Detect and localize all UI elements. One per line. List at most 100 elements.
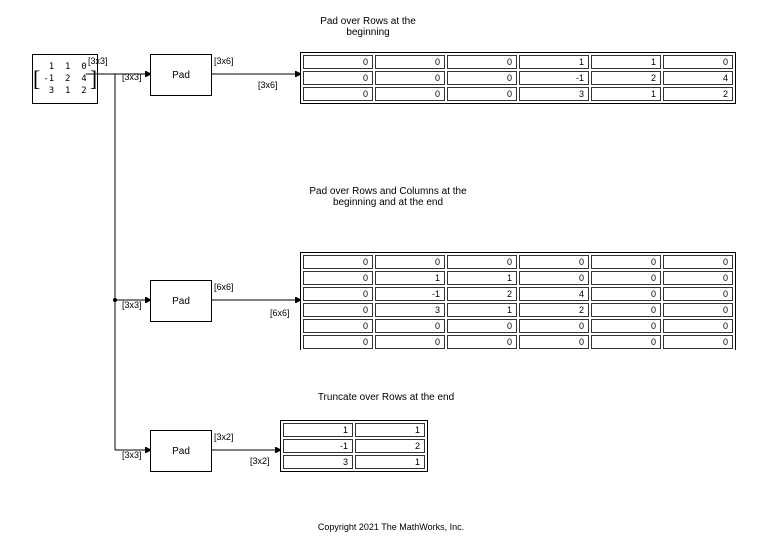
signal-label: [3x3] [88, 56, 108, 66]
matrix-row: -1 2 4 [43, 74, 86, 84]
pad-block-3[interactable]: Pad [150, 430, 212, 472]
table-cell: 0 [303, 71, 373, 85]
display-block-2[interactable]: 0000000110000-12400031200000000000000 [300, 252, 736, 350]
table-row: 000000 [303, 335, 733, 349]
signal-label: [3x3] [122, 72, 142, 82]
title-line2: Pad over Rows and Columns at the [309, 186, 466, 197]
simulink-canvas: Pad over Rows at the beginning Pad over … [0, 0, 782, 544]
display-table: 000110000-124000312 [300, 52, 736, 104]
table-cell: 0 [303, 303, 373, 317]
table-cell: 3 [519, 87, 589, 101]
table-cell: 0 [447, 87, 517, 101]
table-cell: 0 [591, 287, 661, 301]
display-table: 11-1231 [280, 420, 428, 472]
table-row: 031200 [303, 303, 733, 317]
table-cell: 0 [303, 255, 373, 269]
title-pad-rows-cols: Pad over Rows and Columns at the beginni… [268, 186, 508, 208]
table-cell: 0 [303, 271, 373, 285]
table-cell: 1 [283, 423, 353, 437]
table-cell: 0 [447, 319, 517, 333]
table-cell: 0 [447, 55, 517, 69]
bracket-left-icon: [ [33, 73, 40, 85]
pad-label: Pad [172, 296, 190, 307]
table-row: -12 [283, 439, 425, 453]
title-line1: Pad over Rows at the [320, 16, 416, 27]
table-cell: 3 [283, 455, 353, 469]
table-cell: 0 [663, 55, 733, 69]
table-cell: 0 [375, 71, 445, 85]
matrix-row: 1 1 0 [43, 62, 86, 72]
table-cell: 1 [375, 271, 445, 285]
table-row: 000110 [303, 55, 733, 69]
table-cell: 2 [663, 87, 733, 101]
table-cell: 0 [519, 255, 589, 269]
signal-label: [6x6] [270, 308, 290, 318]
table-cell: 0 [591, 271, 661, 285]
pad-label: Pad [172, 446, 190, 457]
title-pad-rows-begin: Pad over Rows at the beginning [268, 16, 468, 38]
table-cell: 0 [591, 255, 661, 269]
table-cell: 0 [519, 271, 589, 285]
title-truncate: Truncate over Rows at the end [286, 392, 486, 403]
table-cell: 0 [663, 287, 733, 301]
table-cell: 2 [519, 303, 589, 317]
table-cell: 0 [375, 335, 445, 349]
pad-block-2[interactable]: Pad [150, 280, 212, 322]
title-line3: Truncate over Rows at the end [318, 392, 454, 403]
title-line2b: beginning and at the end [333, 197, 443, 208]
table-cell: 0 [591, 335, 661, 349]
table-cell: 0 [663, 271, 733, 285]
table-cell: 0 [663, 303, 733, 317]
signal-label: [3x6] [214, 56, 234, 66]
table-cell: 1 [355, 455, 425, 469]
table-cell: 0 [519, 319, 589, 333]
table-cell: 0 [375, 55, 445, 69]
table-row: 000-124 [303, 71, 733, 85]
table-cell: -1 [283, 439, 353, 453]
table-cell: -1 [519, 71, 589, 85]
table-cell: 0 [663, 335, 733, 349]
table-cell: 0 [375, 319, 445, 333]
table-row: 0-12400 [303, 287, 733, 301]
table-cell: 1 [355, 423, 425, 437]
table-cell: 0 [447, 255, 517, 269]
signal-label: [3x6] [258, 80, 278, 90]
table-cell: 0 [303, 87, 373, 101]
signal-label: [3x3] [122, 300, 142, 310]
pad-block-1[interactable]: Pad [150, 54, 212, 96]
table-cell: 0 [303, 287, 373, 301]
signal-label: [3x2] [214, 432, 234, 442]
table-cell: 1 [519, 55, 589, 69]
signal-label: [3x3] [122, 450, 142, 460]
table-row: 011000 [303, 271, 733, 285]
matrix-values: 1 1 0 -1 2 4 3 1 2 [43, 61, 86, 97]
table-cell: 0 [663, 255, 733, 269]
table-cell: 1 [591, 87, 661, 101]
table-cell: 0 [519, 335, 589, 349]
table-cell: 2 [355, 439, 425, 453]
bracket-right-icon: ] [90, 73, 97, 85]
table-row: 11 [283, 423, 425, 437]
table-cell: 0 [591, 319, 661, 333]
table-row: 000000 [303, 255, 733, 269]
table-cell: 1 [591, 55, 661, 69]
table-cell: 0 [663, 319, 733, 333]
table-cell: 0 [303, 319, 373, 333]
signal-label: [3x2] [250, 456, 270, 466]
table-row: 000312 [303, 87, 733, 101]
table-cell: 4 [663, 71, 733, 85]
table-cell: 0 [447, 335, 517, 349]
table-cell: 0 [375, 87, 445, 101]
table-cell: 4 [519, 287, 589, 301]
display-block-3[interactable]: 11-1231 [280, 420, 428, 472]
table-cell: 0 [447, 71, 517, 85]
table-cell: 0 [591, 303, 661, 317]
display-block-1[interactable]: 000110000-124000312 [300, 52, 736, 104]
display-table: 0000000110000-12400031200000000000000 [300, 252, 736, 350]
table-cell: 1 [447, 303, 517, 317]
table-cell: 2 [591, 71, 661, 85]
table-cell: 2 [447, 287, 517, 301]
table-cell: 1 [447, 271, 517, 285]
copyright-text: Copyright 2021 The MathWorks, Inc. [0, 522, 782, 532]
table-cell: 0 [303, 335, 373, 349]
